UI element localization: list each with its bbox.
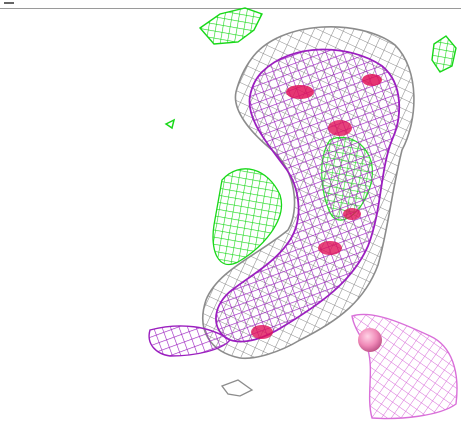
atom-sphere xyxy=(358,328,382,352)
green-mesh-blob-top xyxy=(198,7,263,45)
grey-mesh-fragment-small xyxy=(220,379,254,397)
red-core-highlights xyxy=(251,74,382,339)
green-mesh-blob-right xyxy=(431,35,457,73)
green-mesh-fragment-small xyxy=(164,118,176,130)
top-left-tick xyxy=(4,2,14,4)
purple-mesh-body xyxy=(148,48,401,357)
top-divider xyxy=(0,8,461,9)
